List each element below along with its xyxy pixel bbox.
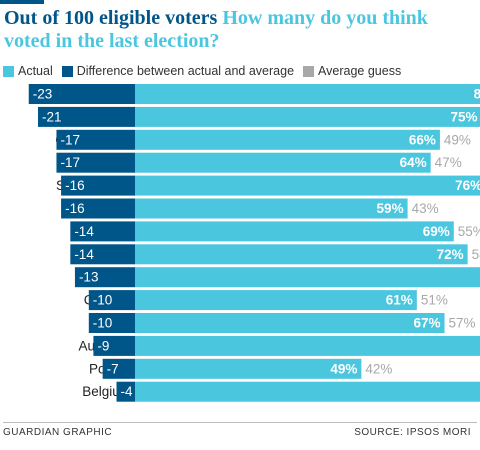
difference-label-italy: -21: [42, 109, 62, 124]
actual-bar-south-korea: [135, 175, 480, 196]
actual-bar-germany: [135, 244, 468, 265]
footer: GUARDIAN GRAPHIC SOURCE: IPSOS MORI: [3, 422, 477, 438]
actual-bar-belgium: [135, 381, 480, 402]
actual-label-japan: 59%: [377, 201, 404, 216]
difference-bar-hungary: [56, 152, 135, 173]
difference-label-great-britain: -17: [60, 132, 80, 147]
legend-swatch-difference: [61, 65, 73, 77]
average-label-us: 57%: [449, 316, 476, 331]
legend-label-average: Average guess: [318, 64, 402, 78]
actual-label-us: 67%: [414, 316, 441, 331]
difference-bar-germany: [70, 244, 135, 265]
difference-label-australia: -9: [97, 338, 109, 353]
difference-label-us: -10: [93, 316, 113, 331]
actual-bar-australia: [135, 335, 480, 356]
difference-label-poland: -7: [107, 361, 119, 376]
actual-bar-great-britain: [135, 129, 440, 150]
difference-bar-us: [88, 313, 135, 333]
actual-bar-france: [135, 84, 480, 104]
chart-title-part2: How many do you think voted in the last …: [4, 7, 428, 52]
difference-bar-canada: [88, 290, 135, 311]
difference-label-south-korea: -16: [65, 178, 85, 193]
actual-bar-sweden: [135, 267, 480, 288]
difference-bar-great-britain: [56, 129, 135, 150]
difference-bar-south-korea: [61, 175, 135, 196]
legend-label-difference: Difference between actual and average: [76, 64, 295, 78]
actual-label-great-britain: 66%: [409, 132, 436, 147]
title-accent-bar: [0, 0, 44, 4]
difference-bar-spain: [70, 221, 135, 242]
average-label-hungary: 47%: [435, 155, 462, 170]
legend-swatch-average: [303, 65, 315, 77]
average-label-canada: 51%: [421, 293, 448, 308]
actual-bar-poland: [135, 358, 362, 379]
difference-label-belgium: -4: [121, 384, 133, 399]
difference-label-germany: -14: [74, 247, 94, 262]
legend-item-difference: Difference between actual and average: [61, 64, 295, 78]
difference-bar-japan: [61, 198, 135, 219]
difference-label-sweden: -13: [79, 270, 99, 285]
footer-credit: GUARDIAN GRAPHIC: [3, 427, 113, 438]
average-label-poland: 42%: [365, 361, 392, 376]
difference-label-hungary: -17: [60, 155, 80, 170]
difference-label-japan: -16: [65, 201, 85, 216]
difference-bar-australia: [93, 335, 135, 356]
legend-label-actual: Actual: [18, 64, 53, 78]
actual-bar-hungary: [135, 152, 431, 173]
average-label-germany: 58%: [472, 247, 480, 262]
average-label-spain: 55%: [458, 224, 480, 239]
actual-label-spain: 69%: [423, 224, 450, 239]
actual-bar-italy: [135, 106, 480, 127]
actual-label-canada: 61%: [386, 293, 413, 308]
legend-swatch-actual: [3, 65, 14, 77]
legend-item-actual: Actual: [3, 64, 53, 78]
legend-item-average: Average guess: [303, 64, 401, 78]
difference-bar-sweden: [74, 267, 135, 288]
actual-bar-spain: [135, 221, 454, 242]
difference-bar-france: [28, 84, 136, 104]
difference-bar-poland: [102, 358, 135, 379]
actual-bar-us: [135, 313, 445, 333]
difference-label-canada: -10: [93, 293, 113, 308]
actual-label-hungary: 64%: [400, 155, 427, 170]
actual-label-germany: 72%: [437, 247, 464, 262]
actual-label-south-korea: 76%: [455, 178, 480, 193]
actual-bar-japan: [135, 198, 408, 219]
actual-label-italy: 75%: [450, 109, 477, 124]
difference-label-spain: -14: [74, 224, 94, 239]
chart-title-part1: Out of 100 eligible voters: [4, 7, 218, 29]
difference-bar-belgium: [116, 381, 135, 402]
legend: Actual Difference between actual and ave…: [3, 63, 410, 79]
actual-label-france: 80%: [474, 87, 480, 102]
average-label-great-britain: 49%: [444, 132, 471, 147]
chart-title: Out of 100 eligible voters How many do y…: [4, 7, 474, 53]
difference-bar-italy: [37, 106, 136, 127]
actual-bar-canada: [135, 290, 417, 311]
difference-label-france: -23: [33, 87, 53, 102]
actual-label-poland: 49%: [330, 361, 357, 376]
average-label-japan: 43%: [412, 201, 439, 216]
footer-source: SOURCE: IPSOS MORI: [354, 427, 471, 438]
